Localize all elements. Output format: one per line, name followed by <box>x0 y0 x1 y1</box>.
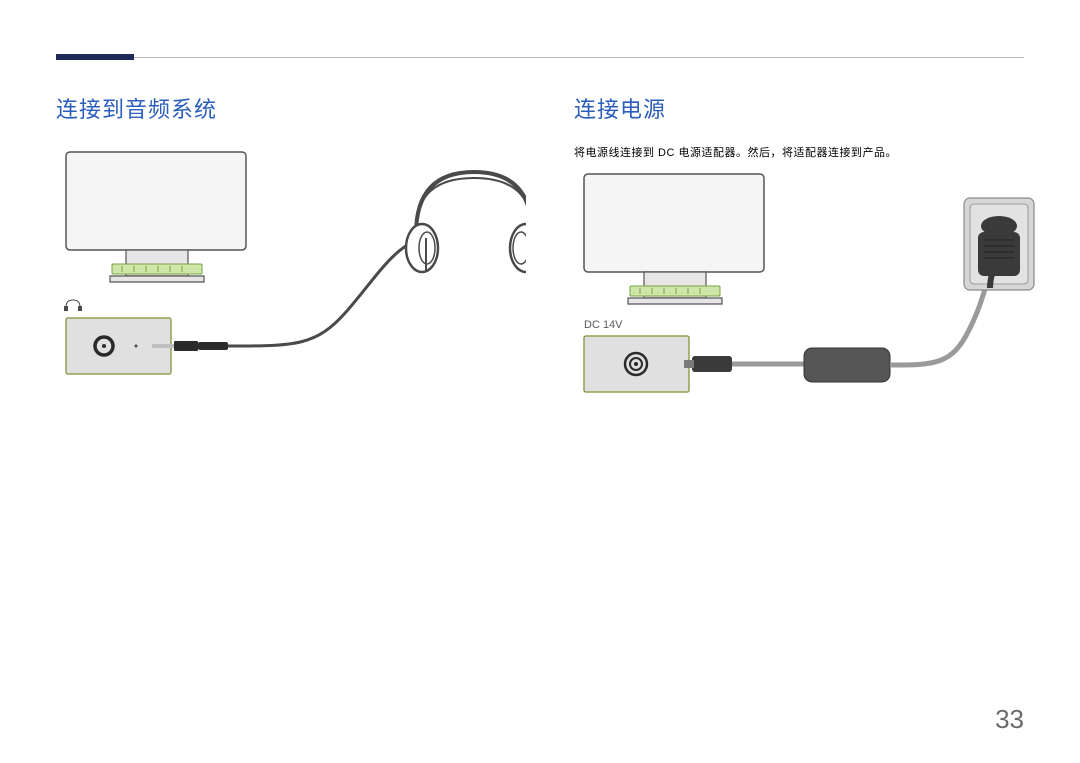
column-audio: 连接到音频系统 <box>56 92 526 430</box>
diagram-audio <box>56 142 526 402</box>
page-number: 33 <box>995 704 1024 735</box>
top-accent-bar <box>56 54 134 60</box>
power-monitor-icon <box>584 174 764 304</box>
heading-audio: 连接到音频系统 <box>56 92 526 124</box>
power-port-box <box>584 336 689 392</box>
audio-svg <box>56 142 526 402</box>
headphone-label-icon <box>64 300 82 311</box>
adapter-icon <box>804 348 890 382</box>
top-horizontal-rule <box>134 57 1024 58</box>
wall-outlet-icon <box>964 198 1034 290</box>
dc-plug-icon <box>684 356 732 372</box>
monitor-icon <box>66 152 246 282</box>
column-power: 连接电源 将电源线连接到 DC 电源适配器。然后，将适配器连接到产品。 <box>574 92 1044 430</box>
headphones-icon <box>406 172 526 272</box>
heading-power: 连接电源 <box>574 92 1044 124</box>
audio-cable <box>228 238 426 346</box>
power-subtext: 将电源线连接到 DC 电源适配器。然后，将适配器连接到产品。 <box>574 144 1044 160</box>
diagram-power: DC 14V <box>574 170 1044 430</box>
content-columns: 连接到音频系统 <box>56 92 1024 430</box>
dc-port-label: DC 14V <box>584 319 623 331</box>
power-svg: DC 14V <box>574 170 1044 430</box>
